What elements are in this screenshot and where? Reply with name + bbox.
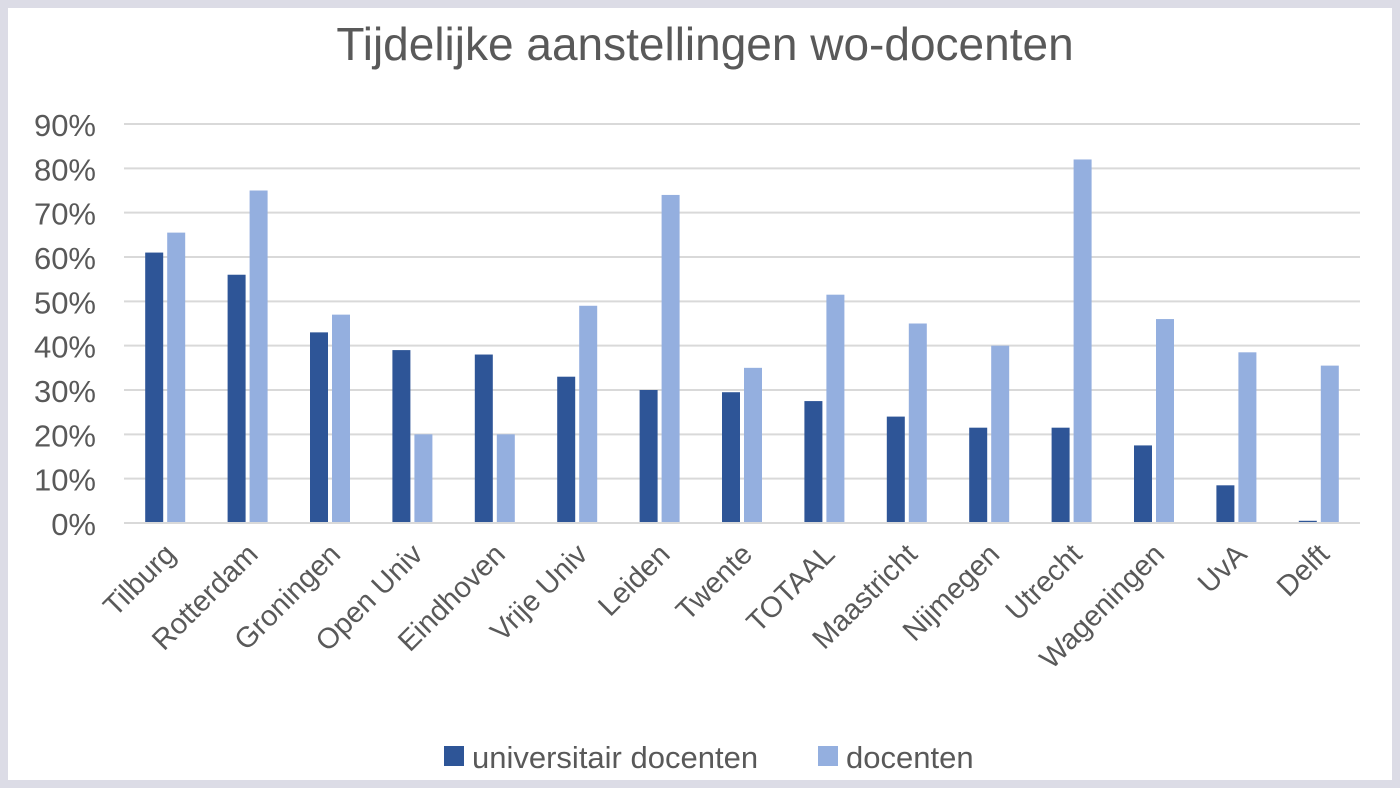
gridlines [124, 123, 1360, 524]
bar-docenten [661, 194, 680, 523]
y-tick-label: 90% [34, 108, 96, 143]
bar-universitair-docenten [227, 274, 246, 523]
legend-label: universitair docenten [472, 740, 758, 775]
legend-swatch [444, 746, 464, 766]
y-tick-label: 10% [34, 463, 96, 498]
legend: universitair docenten docenten [444, 740, 974, 775]
bar-docenten [496, 434, 515, 523]
bar-universitair-docenten [969, 427, 988, 523]
bar-universitair-docenten [392, 350, 411, 523]
chart-frame: Tijdelijke aanstellingen wo-docenten 0% 1… [8, 8, 1392, 780]
y-tick-label: 40% [34, 330, 96, 365]
y-tick-label: 0% [51, 507, 96, 542]
bar-universitair-docenten [1134, 445, 1152, 523]
x-tick-label: Delft [1271, 538, 1336, 603]
y-tick-label: 50% [34, 285, 96, 320]
bar-docenten [414, 434, 433, 523]
x-tick-label: UvA [1192, 538, 1254, 600]
bar-docenten [991, 345, 1010, 523]
bar-universitair-docenten [804, 401, 823, 523]
bars [145, 159, 1339, 524]
y-tick-label: 30% [34, 374, 96, 409]
bar-universitair-docenten [886, 416, 905, 523]
bar-universitair-docenten [1051, 427, 1070, 523]
bar-docenten [167, 232, 186, 523]
bar-docenten [332, 314, 350, 523]
bar-universitair-docenten [639, 390, 658, 523]
bar-universitair-docenten [145, 252, 164, 524]
bar-docenten [249, 190, 268, 523]
y-tick-label: 20% [34, 418, 96, 453]
y-tick-label: 60% [34, 241, 96, 276]
bar-docenten [826, 294, 845, 523]
bar-docenten [744, 367, 762, 523]
y-tick-label: 70% [34, 197, 96, 232]
bar-universitair-docenten [557, 376, 576, 523]
bar-docenten [1156, 319, 1174, 523]
bar-docenten [1073, 159, 1092, 523]
legend-label: docenten [846, 740, 974, 775]
bar-docenten [579, 305, 598, 523]
legend-swatch [818, 746, 838, 766]
bar-universitair-docenten [1216, 485, 1235, 523]
bar-universitair-docenten [722, 392, 740, 523]
bar-universitair-docenten [474, 354, 493, 523]
bar-universitair-docenten [310, 332, 328, 523]
x-tick-label: Leiden [592, 538, 676, 622]
bar-docenten [908, 323, 927, 523]
bar-chart: Tijdelijke aanstellingen wo-docenten 0% 1… [34, 18, 1360, 775]
chart-title: Tijdelijke aanstellingen wo-docenten [336, 18, 1073, 70]
y-tick-label: 80% [34, 152, 96, 187]
y-axis: 0% 10% 20% 30% 40% 50% 60% 70% 80% 90% [34, 108, 96, 542]
bar-universitair-docenten [1298, 520, 1317, 523]
bar-docenten [1320, 365, 1339, 523]
bar-docenten [1238, 352, 1257, 523]
